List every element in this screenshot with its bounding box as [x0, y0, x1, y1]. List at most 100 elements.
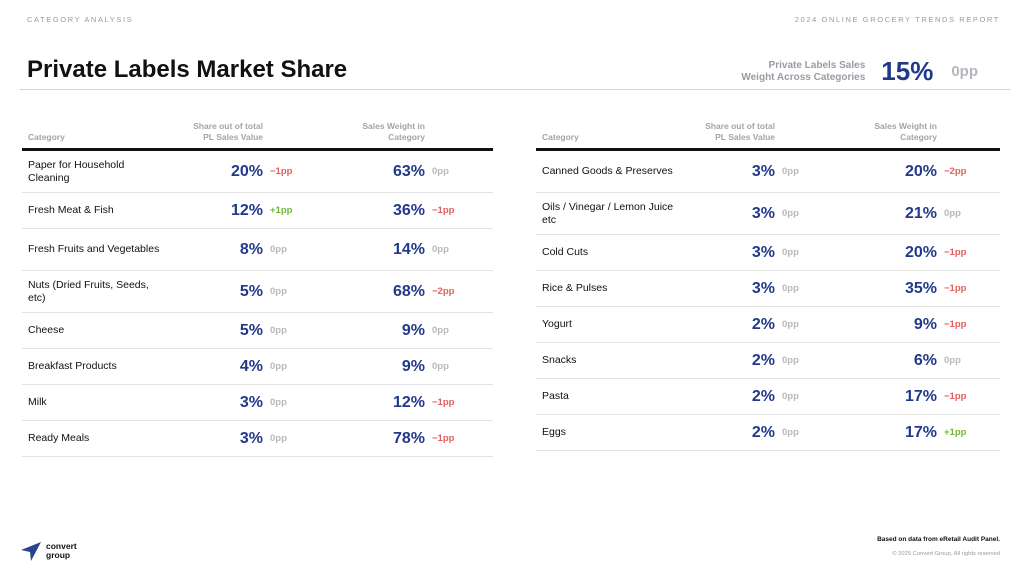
- table-row: Cheese 5% 0pp 9% 0pp: [22, 313, 493, 349]
- category-name: Cold Cuts: [542, 246, 589, 259]
- weight-value: 68%: [392, 282, 425, 300]
- table-row: Cold Cuts 3% 0pp 20% −1pp: [536, 235, 1000, 271]
- table-row: Rice & Pulses 3% 0pp 35% −1pp: [536, 271, 1000, 307]
- header-share-line2: PL Sales Value: [203, 132, 263, 142]
- summary-label-line1: Private Labels Sales: [768, 59, 866, 71]
- table-row: Eggs 2% 0pp 17% +1pp: [536, 415, 1000, 451]
- category-name: Paper for Household Cleaning: [28, 159, 125, 184]
- share-delta: 0pp: [782, 247, 799, 258]
- source-note: Based on data from eRetail Audit Panel.: [877, 536, 1000, 543]
- table-row: Breakfast Products 4% 0pp 9% 0pp: [22, 349, 493, 385]
- weight-value: 20%: [904, 162, 937, 180]
- header-share: Share out of total PL Sales Value: [168, 121, 263, 143]
- table-row: Paper for Household Cleaning 20% −1pp 63% 0p…: [22, 151, 493, 193]
- table-header: Category Share out of total PL Sales Value…: [22, 120, 493, 151]
- weight-value: 35%: [904, 279, 937, 297]
- category-name: Fresh Fruits and Vegetables: [28, 243, 160, 256]
- weight-delta: +1pp: [944, 427, 967, 438]
- share-value: 5%: [239, 282, 263, 300]
- category-name: Canned Goods & Preserves: [542, 165, 673, 178]
- weight-delta: −2pp: [432, 286, 455, 297]
- weight-value: 78%: [392, 429, 425, 447]
- table-row: Pasta 2% 0pp 17% −1pp: [536, 379, 1000, 415]
- weight-delta: 0pp: [944, 208, 961, 219]
- share-value: 2%: [751, 351, 775, 369]
- share-delta: 0pp: [270, 244, 287, 255]
- weight-delta: −1pp: [432, 433, 455, 444]
- section-label: CATEGORY ANALYSIS: [27, 15, 134, 24]
- share-delta: 0pp: [782, 166, 799, 177]
- share-value: 2%: [751, 315, 775, 333]
- header-share-line1: Share out of total: [193, 121, 263, 131]
- copyright: © 2025 Convert Group, All rights reserve…: [892, 551, 1000, 557]
- summary-value: 15%: [881, 56, 934, 86]
- weight-value: 21%: [904, 204, 937, 222]
- weight-value: 9%: [913, 315, 937, 333]
- weight-delta: −1pp: [944, 247, 967, 258]
- weight-value: 17%: [904, 423, 937, 441]
- summary-label: Private Labels Sales Weight Across Catego…: [715, 60, 865, 84]
- table-row: Ready Meals 3% 0pp 78% −1pp: [22, 421, 493, 457]
- page-title: Private Labels Market Share: [27, 56, 348, 83]
- weight-delta: −1pp: [432, 205, 455, 216]
- weight-value: 12%: [392, 393, 425, 411]
- share-value: 3%: [239, 429, 263, 447]
- table-row: Milk 3% 0pp 12% −1pp: [22, 385, 493, 421]
- table-row: Fresh Fruits and Vegetables 8% 0pp 14% 0pp: [22, 229, 493, 271]
- header-share-line2: PL Sales Value: [715, 132, 775, 142]
- header-weight-line1: Sales Weight in: [874, 121, 937, 131]
- table-row: Oils / Vinegar / Lemon Juice etc 3% 0pp 21%…: [536, 193, 1000, 235]
- category-name: Rice & Pulses: [542, 282, 608, 295]
- share-delta: 0pp: [270, 325, 287, 336]
- share-delta: 0pp: [782, 391, 799, 402]
- share-value: 12%: [230, 201, 263, 219]
- left-table: Category Share out of total PL Sales Value…: [22, 120, 493, 457]
- share-delta: 0pp: [270, 286, 287, 297]
- weight-value: 14%: [392, 240, 425, 258]
- weight-delta: −1pp: [944, 319, 967, 330]
- share-delta: 0pp: [782, 355, 799, 366]
- share-delta: 0pp: [782, 208, 799, 219]
- table-row: Fresh Meat & Fish 12% +1pp 36% −1pp: [22, 193, 493, 229]
- header-weight-line2: Category: [388, 132, 425, 142]
- weight-delta: 0pp: [944, 355, 961, 366]
- weight-value: 36%: [392, 201, 425, 219]
- share-value: 8%: [239, 240, 263, 258]
- share-delta: 0pp: [270, 361, 287, 372]
- share-value: 4%: [239, 357, 263, 375]
- share-delta: 0pp: [782, 427, 799, 438]
- share-value: 3%: [751, 279, 775, 297]
- report-title: 2024 ONLINE GROCERY TRENDS REPORT: [794, 15, 1000, 24]
- share-delta: 0pp: [270, 433, 287, 444]
- header-weight: Sales Weight in Category: [330, 121, 425, 143]
- weight-delta: −1pp: [944, 283, 967, 294]
- share-value: 2%: [751, 387, 775, 405]
- category-name: Yogurt: [542, 318, 572, 331]
- category-name: Oils / Vinegar / Lemon Juice etc: [542, 201, 674, 226]
- weight-value: 17%: [904, 387, 937, 405]
- share-value: 3%: [751, 162, 775, 180]
- logo-arrow-icon: [21, 542, 41, 561]
- table-row: Snacks 2% 0pp 6% 0pp: [536, 343, 1000, 379]
- weight-value: 63%: [392, 162, 425, 180]
- logo-line1: convert: [46, 541, 77, 551]
- category-name: Milk: [28, 396, 47, 409]
- share-delta: 0pp: [782, 283, 799, 294]
- category-name: Snacks: [542, 354, 577, 367]
- share-delta: +1pp: [270, 205, 293, 216]
- share-value: 2%: [751, 423, 775, 441]
- table-row: Canned Goods & Preserves 3% 0pp 20% −2pp: [536, 151, 1000, 193]
- category-name: Nuts (Dried Fruits, Seeds, etc): [28, 279, 149, 304]
- summary-delta: 0pp: [951, 63, 978, 80]
- table-row: Nuts (Dried Fruits, Seeds, etc) 5% 0pp 68% −…: [22, 271, 493, 313]
- weight-delta: 0pp: [432, 244, 449, 255]
- header-share-line1: Share out of total: [705, 121, 775, 131]
- category-name: Breakfast Products: [28, 360, 117, 373]
- share-delta: 0pp: [782, 319, 799, 330]
- header-category: Category: [542, 132, 579, 142]
- share-delta: 0pp: [270, 397, 287, 408]
- category-name: Fresh Meat & Fish: [28, 204, 114, 217]
- header-weight: Sales Weight in Category: [842, 121, 937, 143]
- category-name: Pasta: [542, 390, 569, 403]
- table-header: Category Share out of total PL Sales Value…: [536, 120, 1000, 151]
